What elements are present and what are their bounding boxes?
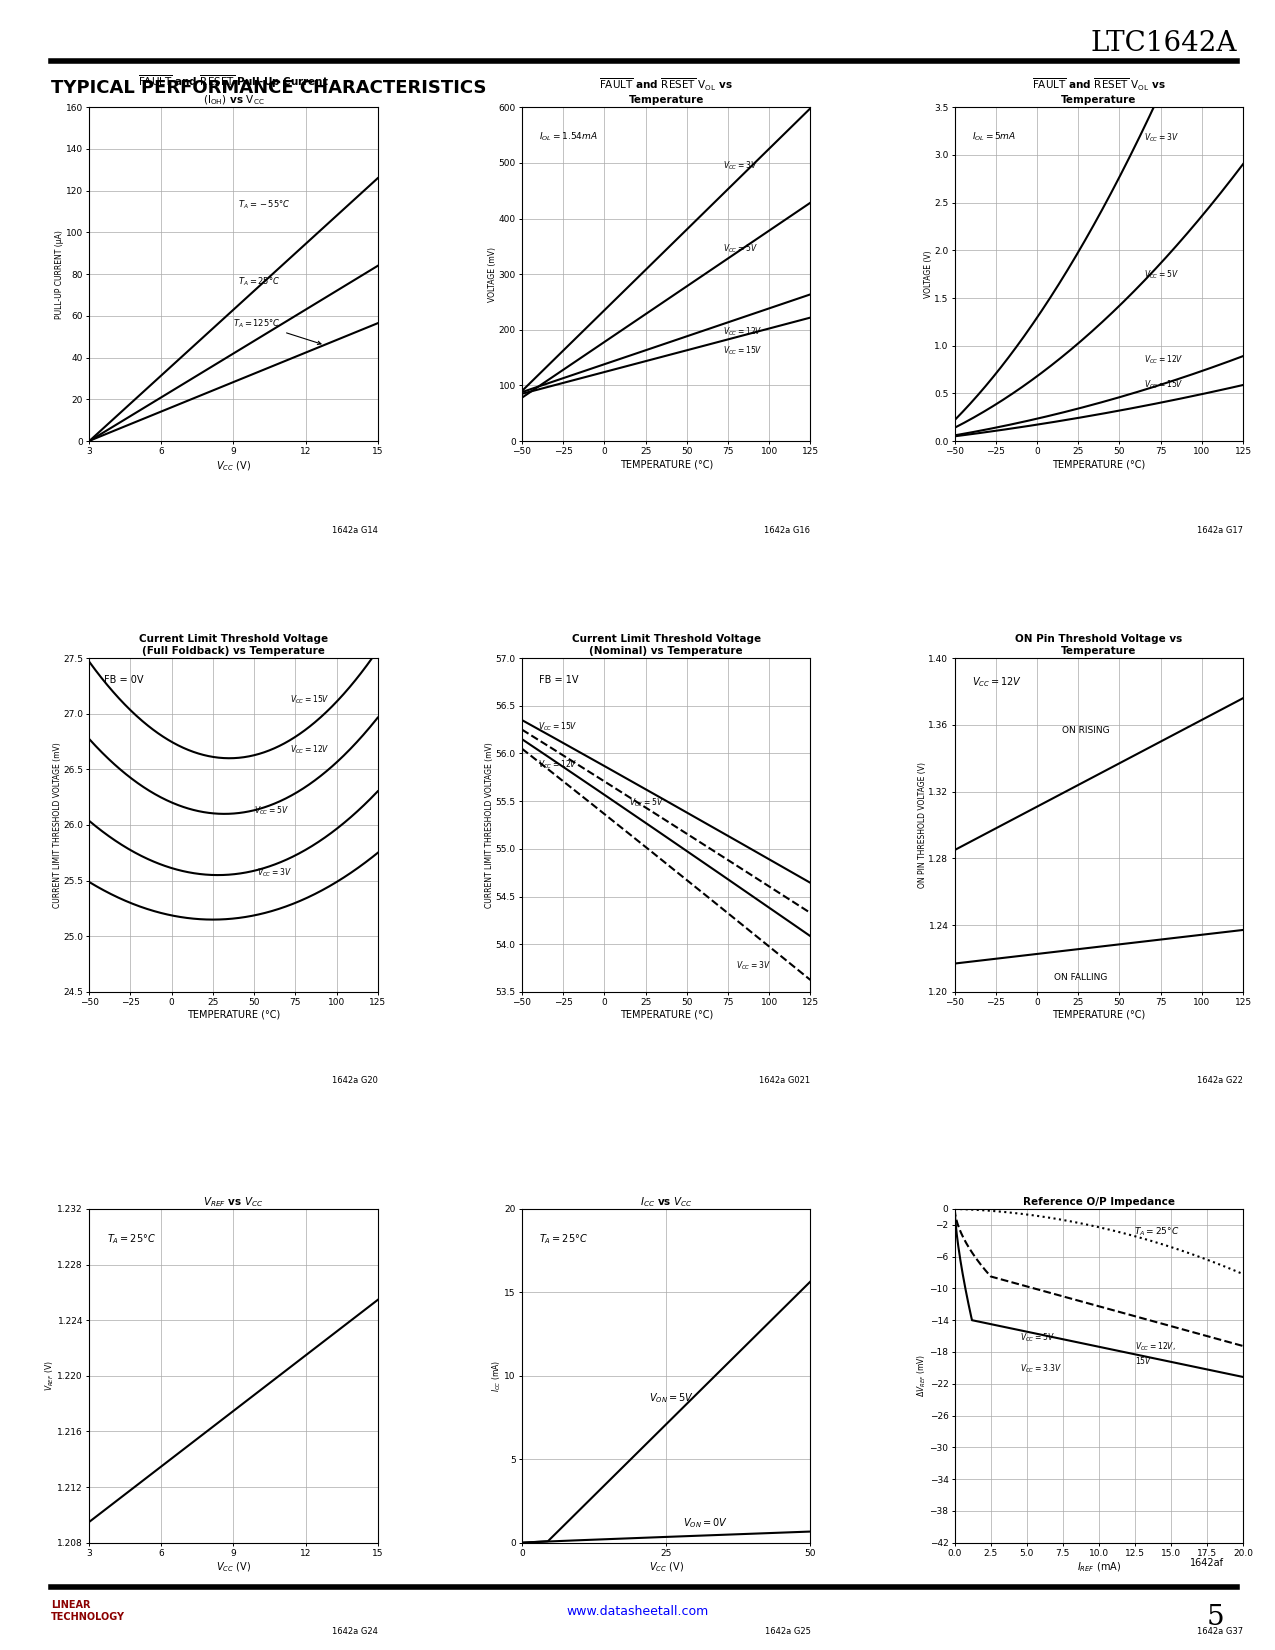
- Text: $T_A = 25°C$: $T_A = 25°C$: [1133, 1226, 1179, 1238]
- Text: $V_{CC} = 12V$: $V_{CC} = 12V$: [291, 744, 330, 756]
- X-axis label: $I_{REF}$ (mA): $I_{REF}$ (mA): [1077, 1561, 1121, 1574]
- Text: 1642a G24: 1642a G24: [332, 1627, 377, 1637]
- Text: 1642a G22: 1642a G22: [1197, 1076, 1243, 1086]
- Text: ON FALLING: ON FALLING: [1053, 974, 1107, 982]
- X-axis label: TEMPERATURE (°C): TEMPERATURE (°C): [187, 1010, 280, 1020]
- Text: ON RISING: ON RISING: [1062, 726, 1109, 736]
- Y-axis label: $I_{CC}$ (mA): $I_{CC}$ (mA): [491, 1360, 502, 1393]
- Y-axis label: CURRENT LIMIT THRESHOLD VOLTAGE (mV): CURRENT LIMIT THRESHOLD VOLTAGE (mV): [486, 742, 495, 908]
- Title: $\overline{\mathrm{FAULT}}$ and $\overline{\mathrm{RESET}}$ $\mathrm{V_{OL}}$ vs: $\overline{\mathrm{FAULT}}$ and $\overli…: [1031, 76, 1165, 106]
- X-axis label: $V_{CC}$ (V): $V_{CC}$ (V): [649, 1561, 683, 1574]
- Text: $V_{CC} = 12V$: $V_{CC} = 12V$: [538, 759, 578, 771]
- Text: FB = 1V: FB = 1V: [539, 675, 579, 685]
- Text: $V_{CC} = 12V$: $V_{CC} = 12V$: [723, 325, 762, 338]
- Text: TYPICAL PERFORMANCE CHARACTERISTICS: TYPICAL PERFORMANCE CHARACTERISTICS: [51, 79, 487, 97]
- Text: $V_{CC} = 15V$: $V_{CC} = 15V$: [723, 345, 762, 356]
- Text: LINEAR
TECHNOLOGY: LINEAR TECHNOLOGY: [51, 1600, 125, 1622]
- Text: $V_{CC} = 3V$: $V_{CC} = 3V$: [723, 160, 757, 172]
- Text: $V_{CC} = 12V$: $V_{CC} = 12V$: [972, 675, 1023, 688]
- Text: 1642a G17: 1642a G17: [1197, 526, 1243, 535]
- Text: $V_{CC} = 3V$: $V_{CC} = 3V$: [736, 959, 771, 972]
- Text: $V_{CC} = 5V$: $V_{CC} = 5V$: [723, 243, 757, 256]
- Text: $V_{CC} = 5V$: $V_{CC} = 5V$: [254, 805, 289, 817]
- Text: $V_{CC} = 5V$: $V_{CC} = 5V$: [1020, 1332, 1054, 1343]
- Y-axis label: VOLTAGE (V): VOLTAGE (V): [923, 251, 932, 299]
- Text: 1642a G021: 1642a G021: [760, 1076, 811, 1086]
- X-axis label: TEMPERATURE (°C): TEMPERATURE (°C): [620, 459, 713, 469]
- Text: $V_{CC} = 15V$: $V_{CC} = 15V$: [291, 693, 330, 706]
- Text: $V_{CC} = 15V$: $V_{CC} = 15V$: [1144, 378, 1184, 391]
- Text: $V_{CC} = 3.3V$: $V_{CC} = 3.3V$: [1020, 1363, 1062, 1376]
- Title: Current Limit Threshold Voltage
(Full Foldback) vs Temperature: Current Limit Threshold Voltage (Full Fo…: [139, 634, 328, 657]
- Text: $V_{CC} = 3V$: $V_{CC} = 3V$: [1144, 132, 1179, 144]
- Text: 1642a G20: 1642a G20: [332, 1076, 377, 1086]
- Text: LTC1642A: LTC1642A: [1090, 30, 1237, 56]
- Title: $I_{CC}$ vs $V_{CC}$: $I_{CC}$ vs $V_{CC}$: [640, 1195, 692, 1208]
- Text: 1642a G25: 1642a G25: [765, 1627, 811, 1637]
- Text: $T_A = 25°C$: $T_A = 25°C$: [539, 1233, 588, 1246]
- X-axis label: $V_{CC}$ (V): $V_{CC}$ (V): [215, 459, 251, 472]
- X-axis label: TEMPERATURE (°C): TEMPERATURE (°C): [1052, 1010, 1145, 1020]
- Text: FB = 0V: FB = 0V: [103, 675, 143, 685]
- Text: 1642a G37: 1642a G37: [1197, 1627, 1243, 1637]
- Text: $V_{CC} = 5V$: $V_{CC} = 5V$: [1144, 267, 1179, 280]
- Title: $V_{REF}$ vs $V_{CC}$: $V_{REF}$ vs $V_{CC}$: [203, 1195, 264, 1208]
- Text: $I_{OL} = 5mA$: $I_{OL} = 5mA$: [972, 130, 1016, 144]
- Y-axis label: $V_{REF}$ (V): $V_{REF}$ (V): [43, 1361, 56, 1391]
- Y-axis label: PULL-UP CURRENT (μA): PULL-UP CURRENT (μA): [55, 229, 64, 318]
- Text: $V_{CC} = 12V,$
$15V$: $V_{CC} = 12V,$ $15V$: [1135, 1340, 1176, 1366]
- Text: $T_A = 25°C$: $T_A = 25°C$: [107, 1233, 156, 1246]
- Text: 1642af: 1642af: [1190, 1558, 1224, 1568]
- Y-axis label: ON PIN THRESHOLD VOLTAGE (V): ON PIN THRESHOLD VOLTAGE (V): [918, 762, 927, 888]
- Text: www.datasheetall.com: www.datasheetall.com: [566, 1605, 709, 1619]
- Title: Reference O/P Impedance: Reference O/P Impedance: [1023, 1196, 1174, 1206]
- Title: $\overline{\mathrm{FAULT}}$ and $\overline{\mathrm{RESET}}$ $\mathrm{V_{OL}}$ vs: $\overline{\mathrm{FAULT}}$ and $\overli…: [599, 76, 733, 106]
- Text: $I_{OL} = 1.54mA$: $I_{OL} = 1.54mA$: [539, 130, 598, 144]
- Text: $V_{CC} = 3V$: $V_{CC} = 3V$: [258, 866, 292, 878]
- Title: $\overline{\mathrm{FAULT}}$ and $\overline{\mathrm{RESET}}$ Pull-Up Current
$(\m: $\overline{\mathrm{FAULT}}$ and $\overli…: [138, 74, 329, 107]
- Y-axis label: $\Delta V_{REF}$ (mV): $\Delta V_{REF}$ (mV): [915, 1355, 928, 1398]
- Text: $V_{CC} = 5V$: $V_{CC} = 5V$: [629, 797, 664, 810]
- Text: $T_A = -55°C$: $T_A = -55°C$: [238, 198, 291, 211]
- Y-axis label: CURRENT LIMIT THRESHOLD VOLTAGE (mV): CURRENT LIMIT THRESHOLD VOLTAGE (mV): [52, 742, 61, 908]
- X-axis label: TEMPERATURE (°C): TEMPERATURE (°C): [620, 1010, 713, 1020]
- Title: Current Limit Threshold Voltage
(Nominal) vs Temperature: Current Limit Threshold Voltage (Nominal…: [571, 634, 761, 657]
- Text: $V_{CC} = 15V$: $V_{CC} = 15V$: [538, 721, 578, 733]
- Text: 1642a G16: 1642a G16: [765, 526, 811, 535]
- Text: $V_{CC} = 12V$: $V_{CC} = 12V$: [1144, 353, 1184, 366]
- Text: $V_{ON} = 0V$: $V_{ON} = 0V$: [683, 1516, 728, 1530]
- Text: 5: 5: [1206, 1604, 1224, 1630]
- X-axis label: TEMPERATURE (°C): TEMPERATURE (°C): [1052, 459, 1145, 469]
- Text: $T_A = 25°C$: $T_A = 25°C$: [238, 276, 280, 289]
- Title: ON Pin Threshold Voltage vs
Temperature: ON Pin Threshold Voltage vs Temperature: [1015, 634, 1182, 657]
- Text: $T_A = 125°C$: $T_A = 125°C$: [233, 317, 321, 345]
- Text: $V_{ON} = 5V$: $V_{ON} = 5V$: [649, 1391, 694, 1404]
- Y-axis label: VOLTAGE (mV): VOLTAGE (mV): [488, 246, 497, 302]
- Text: 1642a G14: 1642a G14: [332, 526, 377, 535]
- X-axis label: $V_{CC}$ (V): $V_{CC}$ (V): [215, 1561, 251, 1574]
